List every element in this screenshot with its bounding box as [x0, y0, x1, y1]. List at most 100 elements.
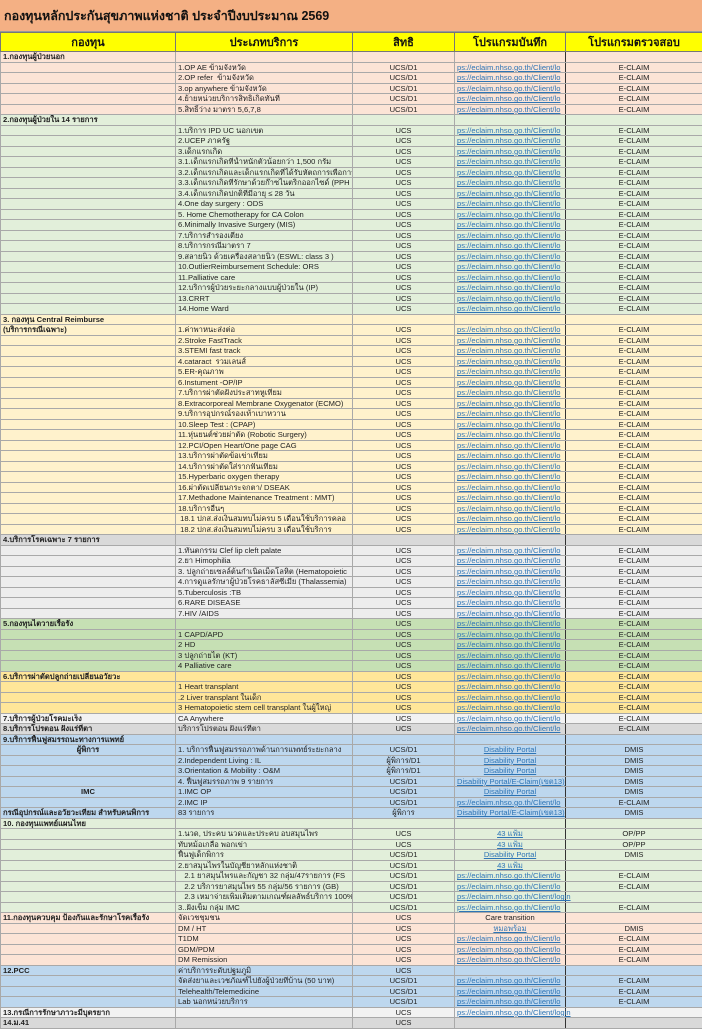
- record-program-cell[interactable]: [455, 734, 566, 745]
- service-cell[interactable]: 7.บริการสำรองเตียง: [176, 230, 353, 241]
- record-program-link[interactable]: ps://eclaim.nhso.go.th/Client/lo: [455, 230, 566, 241]
- service-cell[interactable]: [176, 818, 353, 829]
- fund-cell[interactable]: [1, 335, 176, 346]
- right-cell[interactable]: UCS/D1: [353, 902, 455, 913]
- record-program-cell[interactable]: Care transition: [455, 913, 566, 924]
- service-cell[interactable]: ฟื้นฟูเด็กพิการ: [176, 850, 353, 861]
- right-cell[interactable]: UCS: [353, 640, 455, 651]
- record-program-link[interactable]: ps://eclaim.nhso.go.th/Client/lo: [455, 986, 566, 997]
- fund-cell[interactable]: [1, 577, 176, 588]
- fund-cell[interactable]: [1, 766, 176, 777]
- service-cell[interactable]: 11.Palliative care: [176, 272, 353, 283]
- right-cell[interactable]: UCS: [353, 503, 455, 514]
- service-cell[interactable]: [176, 671, 353, 682]
- check-program-cell[interactable]: E-CLAIM: [566, 545, 702, 556]
- service-cell[interactable]: 18.1 ปกส.ส่งเงินสมทบไม่ครบ 5 เดือนใช้บริ…: [176, 514, 353, 525]
- fund-cell[interactable]: [1, 545, 176, 556]
- fund-cell[interactable]: [1, 346, 176, 357]
- service-cell[interactable]: 3.STEMI fast track: [176, 346, 353, 357]
- record-program-link[interactable]: Disability Portal: [455, 787, 566, 798]
- right-cell[interactable]: UCS: [353, 209, 455, 220]
- service-cell[interactable]: 2.ยาสมุนไพรในบัญชียาหลักแห่งชาติ: [176, 860, 353, 871]
- right-cell[interactable]: UCS: [353, 241, 455, 252]
- service-cell[interactable]: 2 HD: [176, 640, 353, 651]
- fund-cell[interactable]: [1, 230, 176, 241]
- right-cell[interactable]: UCS: [353, 335, 455, 346]
- check-program-cell[interactable]: E-CLAIM: [566, 262, 702, 273]
- fund-cell[interactable]: [1, 598, 176, 609]
- service-cell[interactable]: [176, 1018, 353, 1029]
- right-cell[interactable]: UCS: [353, 304, 455, 315]
- record-program-link[interactable]: ps://eclaim.nhso.go.th/Client/lo: [455, 566, 566, 577]
- right-cell[interactable]: UCS: [353, 325, 455, 336]
- service-cell[interactable]: 4.ย้ายหน่วยบริการสิทธิเกิดทันที: [176, 94, 353, 105]
- right-cell[interactable]: UCS: [353, 356, 455, 367]
- record-program-link[interactable]: ps://eclaim.nhso.go.th/Client/lo: [455, 136, 566, 147]
- record-program-cell[interactable]: [455, 818, 566, 829]
- right-cell[interactable]: UCS/D1: [353, 892, 455, 903]
- fund-cell[interactable]: [1, 556, 176, 567]
- check-program-cell[interactable]: E-CLAIM: [566, 598, 702, 609]
- check-program-cell[interactable]: E-CLAIM: [566, 524, 702, 535]
- check-program-cell[interactable]: E-CLAIM: [566, 136, 702, 147]
- check-program-cell[interactable]: E-CLAIM: [566, 241, 702, 252]
- right-cell[interactable]: UCS/D1: [353, 850, 455, 861]
- check-program-cell[interactable]: E-CLAIM: [566, 902, 702, 913]
- right-cell[interactable]: [353, 535, 455, 546]
- check-program-cell[interactable]: DMIS: [566, 787, 702, 798]
- check-program-cell[interactable]: DMIS: [566, 850, 702, 861]
- record-program-link[interactable]: หมอพร้อม: [455, 923, 566, 934]
- fund-cell[interactable]: [1, 377, 176, 388]
- service-cell[interactable]: 17.Methadone Maintenance Treatment : MMT…: [176, 493, 353, 504]
- service-cell[interactable]: 2.ยา Himophilia: [176, 556, 353, 567]
- record-program-link[interactable]: ps://eclaim.nhso.go.th/Client/lo: [455, 881, 566, 892]
- right-cell[interactable]: UCS: [353, 230, 455, 241]
- service-cell[interactable]: 8.Extracorporeal Membrane Oxygenator (EC…: [176, 398, 353, 409]
- right-cell[interactable]: UCS: [353, 167, 455, 178]
- record-program-link[interactable]: ps://eclaim.nhso.go.th/Client/lo: [455, 955, 566, 966]
- right-cell[interactable]: UCS: [353, 839, 455, 850]
- check-program-cell[interactable]: E-CLAIM: [566, 430, 702, 441]
- right-cell[interactable]: UCS: [353, 251, 455, 262]
- fund-cell[interactable]: [1, 503, 176, 514]
- fund-cell[interactable]: [1, 293, 176, 304]
- service-cell[interactable]: 1 CAPD/APD: [176, 629, 353, 640]
- check-program-cell[interactable]: E-CLAIM: [566, 671, 702, 682]
- service-cell[interactable]: 2.2 บริการยาสมุนไพร 55 กลุ่ม/56 รายการ (…: [176, 881, 353, 892]
- fund-cell[interactable]: 13.กรณีการรักษาภาวะมีบุตรยาก: [1, 1007, 176, 1018]
- right-cell[interactable]: UCS/D1: [353, 62, 455, 73]
- check-program-cell[interactable]: [566, 314, 702, 325]
- record-program-link[interactable]: ps://eclaim.nhso.go.th/Client/lo: [455, 388, 566, 399]
- service-cell[interactable]: CA Anywhere: [176, 713, 353, 724]
- record-program-link[interactable]: 43 แฟ้ม: [455, 860, 566, 871]
- check-program-cell[interactable]: E-CLAIM: [566, 356, 702, 367]
- header-fund[interactable]: กองทุน: [1, 33, 176, 52]
- right-cell[interactable]: UCS: [353, 272, 455, 283]
- fund-cell[interactable]: 9.บริการฟื้นฟูสมรรถนะทางการแพทย์: [1, 734, 176, 745]
- check-program-cell[interactable]: E-CLAIM: [566, 881, 702, 892]
- right-cell[interactable]: UCS/D1: [353, 745, 455, 756]
- right-cell[interactable]: UCS: [353, 923, 455, 934]
- fund-cell[interactable]: กรณีอุปกรณ์และอวัยวะเทียม สำหรับคนพิการ: [1, 808, 176, 819]
- fund-cell[interactable]: (บริการกรณีเฉพาะ): [1, 325, 176, 336]
- record-program-link[interactable]: ps://eclaim.nhso.go.th/Client/lo: [455, 934, 566, 945]
- fund-cell[interactable]: [1, 797, 176, 808]
- fund-cell[interactable]: [1, 94, 176, 105]
- check-program-cell[interactable]: E-CLAIM: [566, 73, 702, 84]
- service-cell[interactable]: 4 Palliative care: [176, 661, 353, 672]
- right-cell[interactable]: UCS: [353, 524, 455, 535]
- right-cell[interactable]: UCS: [353, 671, 455, 682]
- fund-cell[interactable]: [1, 850, 176, 861]
- record-program-link[interactable]: ps://eclaim.nhso.go.th/Client/lo: [455, 146, 566, 157]
- check-program-cell[interactable]: [566, 734, 702, 745]
- right-cell[interactable]: UCS/D1: [353, 881, 455, 892]
- record-program-link[interactable]: ps://eclaim.nhso.go.th/Client/lo: [455, 598, 566, 609]
- right-cell[interactable]: UCS: [353, 692, 455, 703]
- service-cell[interactable]: 11.หุ่นยนต์ช่วยผ่าตัด (Robotic Surgery): [176, 430, 353, 441]
- record-program-cell[interactable]: [455, 535, 566, 546]
- check-program-cell[interactable]: OP/PP: [566, 829, 702, 840]
- check-program-cell[interactable]: E-CLAIM: [566, 493, 702, 504]
- right-cell[interactable]: UCS: [353, 944, 455, 955]
- right-cell[interactable]: UCS: [353, 577, 455, 588]
- service-cell[interactable]: Lab นอกหน่วยบริการ: [176, 997, 353, 1008]
